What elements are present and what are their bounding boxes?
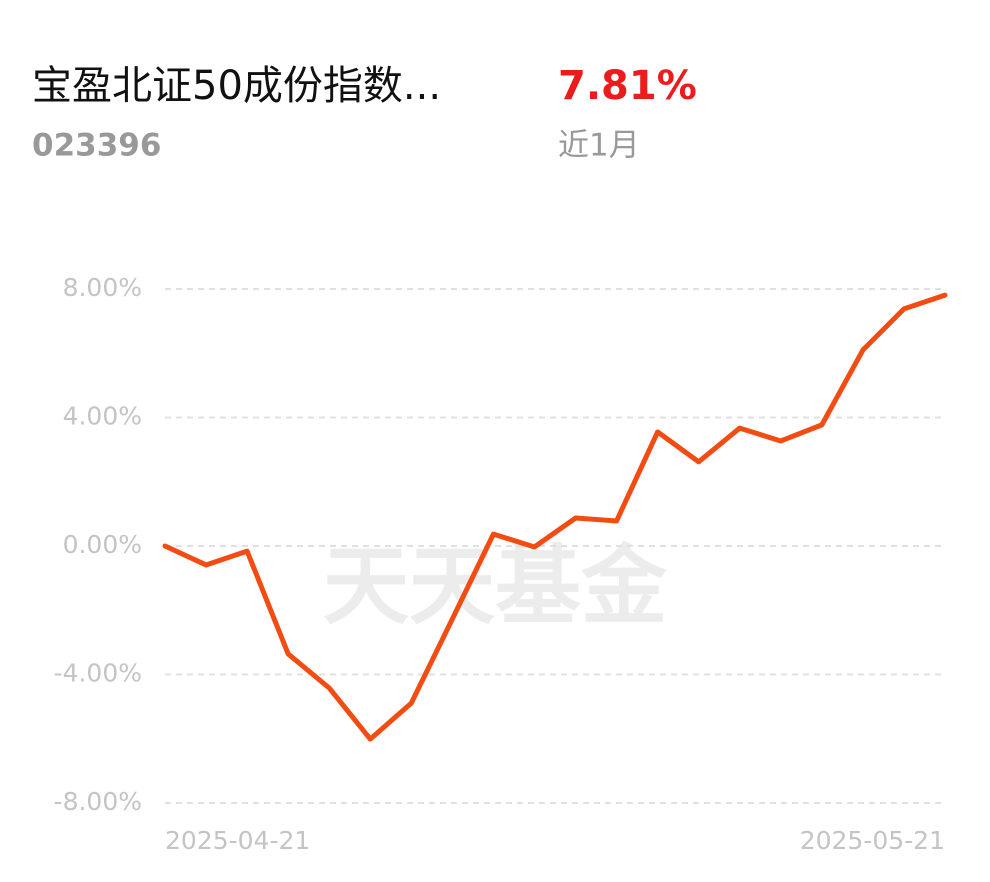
y-tick-label: -4.00% xyxy=(54,659,142,688)
x-tick-label: 2025-05-21 xyxy=(800,826,945,855)
return-value: 7.81% xyxy=(558,63,697,109)
fund-title[interactable]: 宝盈北证50成份指数... xyxy=(32,63,441,109)
y-tick-label: 8.00% xyxy=(63,273,142,302)
y-tick-label: 0.00% xyxy=(63,530,142,559)
chart: 8.00% 4.00% 0.00% -4.00% -8.00% 2025-04-21 202… xyxy=(54,273,948,855)
y-tick-label: -8.00% xyxy=(54,787,142,816)
y-tick-label: 4.00% xyxy=(63,402,142,431)
period-label: 近1月 xyxy=(558,128,640,164)
x-tick-label: 2025-04-21 xyxy=(165,826,310,855)
fund-code: 023396 xyxy=(32,128,161,164)
watermark: 天天基金 xyxy=(323,536,668,636)
series-line xyxy=(162,292,948,742)
